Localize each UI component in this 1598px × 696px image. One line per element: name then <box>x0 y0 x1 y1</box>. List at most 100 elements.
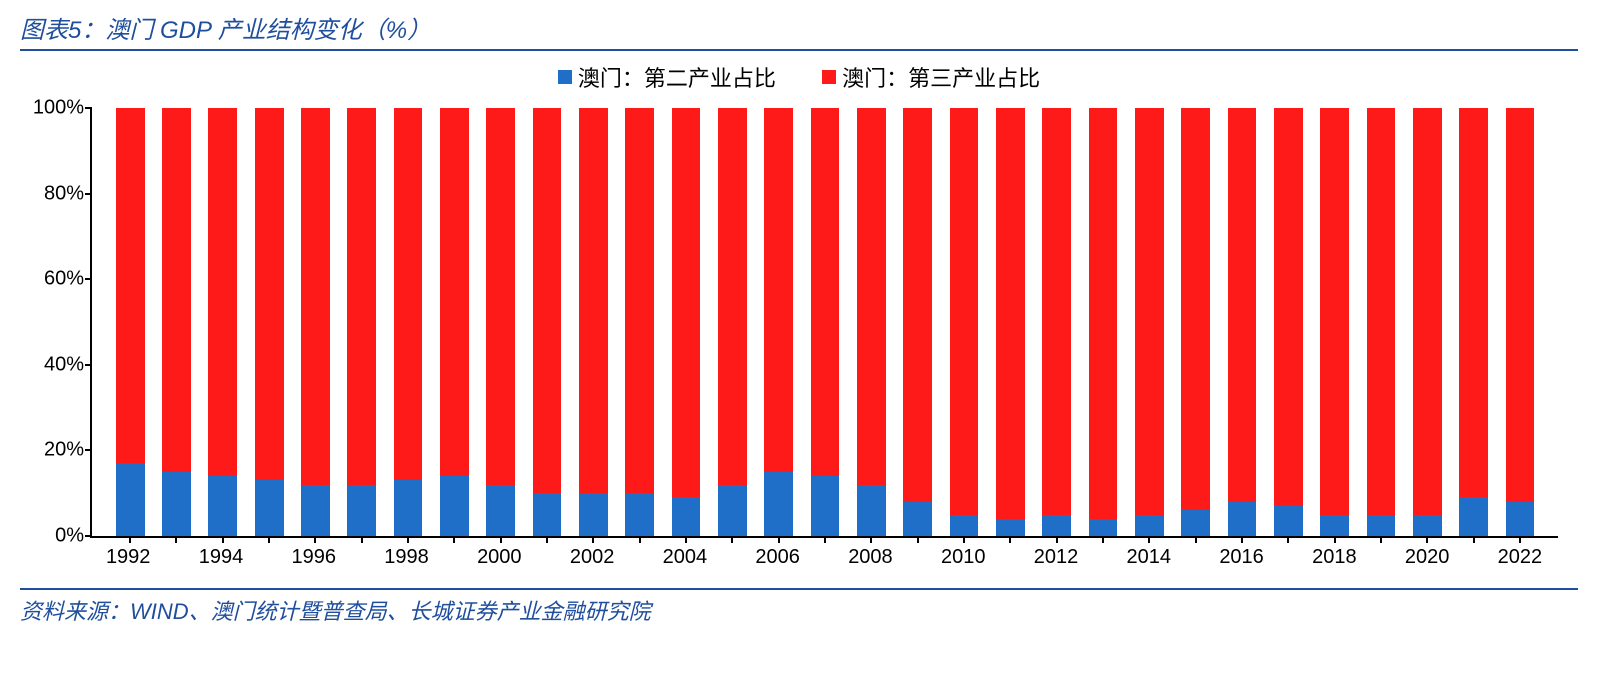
x-tick-label <box>801 546 847 570</box>
y-tick-mark <box>85 193 92 195</box>
bar-segment-tertiary <box>440 108 469 476</box>
bar-slot <box>524 108 570 536</box>
bar-segment-tertiary <box>347 108 376 485</box>
x-tick-label <box>1265 546 1311 570</box>
bar-segment-tertiary <box>579 108 608 493</box>
x-tick-mark <box>870 536 872 543</box>
x-tick-mark <box>546 536 548 543</box>
x-tick-label: 1998 <box>383 546 429 570</box>
x-tick-label <box>430 546 476 570</box>
y-tick-label: 40% <box>22 353 84 376</box>
x-tick-mark <box>592 536 594 543</box>
bar-segment-tertiary <box>1042 108 1071 515</box>
bar-slot <box>617 108 663 536</box>
x-tick-label <box>151 546 197 570</box>
bar-segment-tertiary <box>255 108 284 480</box>
bar-segment-secondary <box>347 485 376 536</box>
y-tick-mark <box>85 278 92 280</box>
bar-segment-tertiary <box>533 108 562 493</box>
bar-segment-secondary <box>1228 502 1257 536</box>
bar-segment-secondary <box>1135 515 1164 536</box>
x-tick-label <box>244 546 290 570</box>
bar-segment-tertiary <box>1181 108 1210 510</box>
bar-segment-secondary <box>950 515 979 536</box>
x-tick-mark <box>1473 536 1475 543</box>
x-tick-mark <box>1426 536 1428 543</box>
legend-label-secondary: 澳门：第二产业占比 <box>578 61 776 93</box>
x-tick-mark <box>1148 536 1150 543</box>
bar-slot <box>200 108 246 536</box>
bar-slot <box>431 108 477 536</box>
x-tick-label <box>1450 546 1496 570</box>
x-tick-label: 1994 <box>198 546 244 570</box>
bar-segment-tertiary <box>996 108 1025 519</box>
x-tick-mark <box>314 536 316 543</box>
stacked-bar <box>625 108 654 536</box>
y-tick-label: 60% <box>22 268 84 291</box>
stacked-bar <box>1413 108 1442 536</box>
x-tick-label: 2008 <box>847 546 893 570</box>
x-tick-label: 2016 <box>1218 546 1264 570</box>
stacked-bar <box>208 108 237 536</box>
bar-segment-secondary <box>1181 510 1210 536</box>
x-tick-mark <box>1056 536 1058 543</box>
stacked-bar <box>1506 108 1535 536</box>
bar-slot <box>385 108 431 536</box>
x-tick-label: 2006 <box>754 546 800 570</box>
bar-slot <box>848 108 894 536</box>
stacked-bar <box>857 108 886 536</box>
bar-segment-secondary <box>116 463 145 536</box>
bar-segment-secondary <box>996 519 1025 536</box>
bar-segment-secondary <box>1367 515 1396 536</box>
x-tick-label: 2022 <box>1497 546 1543 570</box>
stacked-bar <box>672 108 701 536</box>
bar-segment-secondary <box>440 476 469 536</box>
x-tick-mark <box>1102 536 1104 543</box>
x-tick-mark <box>1519 536 1521 543</box>
bar-segment-secondary <box>1274 506 1303 536</box>
stacked-bar <box>1135 108 1164 536</box>
y-tick-mark <box>85 449 92 451</box>
x-tick-mark <box>731 536 733 543</box>
x-tick-label: 2002 <box>569 546 615 570</box>
bar-segment-secondary <box>162 472 191 536</box>
stacked-bar <box>486 108 515 536</box>
bar-slot <box>339 108 385 536</box>
bar-slot <box>1265 108 1311 536</box>
bar-segment-tertiary <box>1413 108 1442 515</box>
bar-slot <box>1034 108 1080 536</box>
bar-segment-tertiary <box>301 108 330 485</box>
legend-item-secondary: 澳门：第二产业占比 <box>558 61 776 93</box>
plot-area: 0%20%40%60%80%100% <box>90 108 1558 538</box>
legend-swatch-secondary <box>558 70 572 84</box>
bar-segment-tertiary <box>764 108 793 472</box>
bars-container <box>92 108 1558 536</box>
bar-segment-tertiary <box>162 108 191 472</box>
y-tick-mark <box>85 364 92 366</box>
x-tick-mark <box>1241 536 1243 543</box>
x-tick-mark <box>222 536 224 543</box>
x-tick-label: 2004 <box>662 546 708 570</box>
x-tick-mark <box>175 536 177 543</box>
y-tick-mark <box>85 535 92 537</box>
x-tick-mark <box>129 536 131 543</box>
bar-slot <box>1126 108 1172 536</box>
bar-segment-tertiary <box>672 108 701 497</box>
stacked-bar <box>764 108 793 536</box>
stacked-bar <box>162 108 191 536</box>
x-tick-mark <box>407 536 409 543</box>
stacked-bar <box>996 108 1025 536</box>
stacked-bar <box>116 108 145 536</box>
bar-slot <box>802 108 848 536</box>
y-tick-label: 80% <box>22 182 84 205</box>
bar-slot <box>1219 108 1265 536</box>
bar-segment-secondary <box>208 476 237 536</box>
bar-segment-tertiary <box>1228 108 1257 502</box>
x-tick-label <box>615 546 661 570</box>
bar-segment-tertiary <box>486 108 515 485</box>
bar-slot <box>478 108 524 536</box>
x-tick-mark <box>1334 536 1336 543</box>
bar-slot <box>1312 108 1358 536</box>
bar-segment-tertiary <box>1459 108 1488 497</box>
x-tick-label: 2012 <box>1033 546 1079 570</box>
